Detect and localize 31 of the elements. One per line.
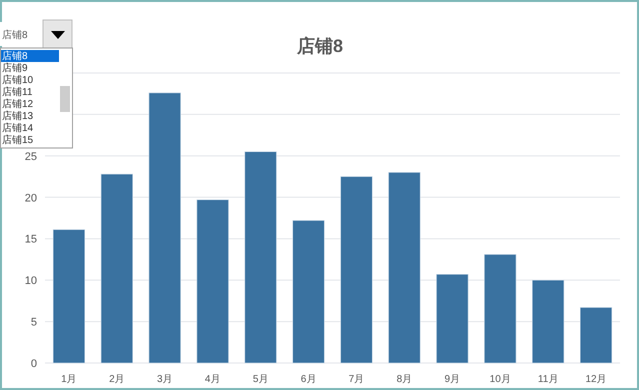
- y-tick-label: 5: [30, 316, 37, 329]
- x-tick-label: 10月: [490, 374, 511, 385]
- x-tick-label: 1月: [61, 374, 77, 385]
- bar: [532, 280, 564, 364]
- bar: [292, 220, 325, 364]
- bar: [244, 151, 277, 364]
- bar: [580, 307, 612, 364]
- x-tick-label: 3月: [157, 374, 173, 385]
- y-tick-label: 0: [30, 358, 37, 370]
- x-tick-label: 5月: [252, 374, 268, 385]
- bar: [484, 254, 516, 364]
- x-tick-label: 2月: [109, 374, 125, 385]
- bar: [100, 174, 133, 364]
- x-tick-label: 12月: [585, 374, 607, 385]
- bar: [52, 229, 86, 364]
- y-tick-label: 10: [24, 275, 37, 288]
- x-tick-label: 9月: [444, 374, 460, 385]
- bar: [148, 92, 181, 364]
- bar: [436, 274, 468, 364]
- y-tick-label: 25: [24, 150, 37, 163]
- x-tick-label: 7月: [348, 374, 364, 385]
- y-tick-label: 20: [24, 192, 37, 204]
- x-tick-label: 4月: [204, 374, 220, 385]
- bar: [388, 172, 420, 364]
- x-tick-label: 11月: [538, 374, 558, 385]
- bar: [196, 199, 229, 364]
- bar: [340, 176, 373, 364]
- x-tick-label: 6月: [300, 374, 316, 385]
- y-tick-label: 15: [24, 234, 37, 246]
- x-tick-label: 8月: [396, 374, 412, 385]
- chart-title: 店铺8: [296, 36, 344, 56]
